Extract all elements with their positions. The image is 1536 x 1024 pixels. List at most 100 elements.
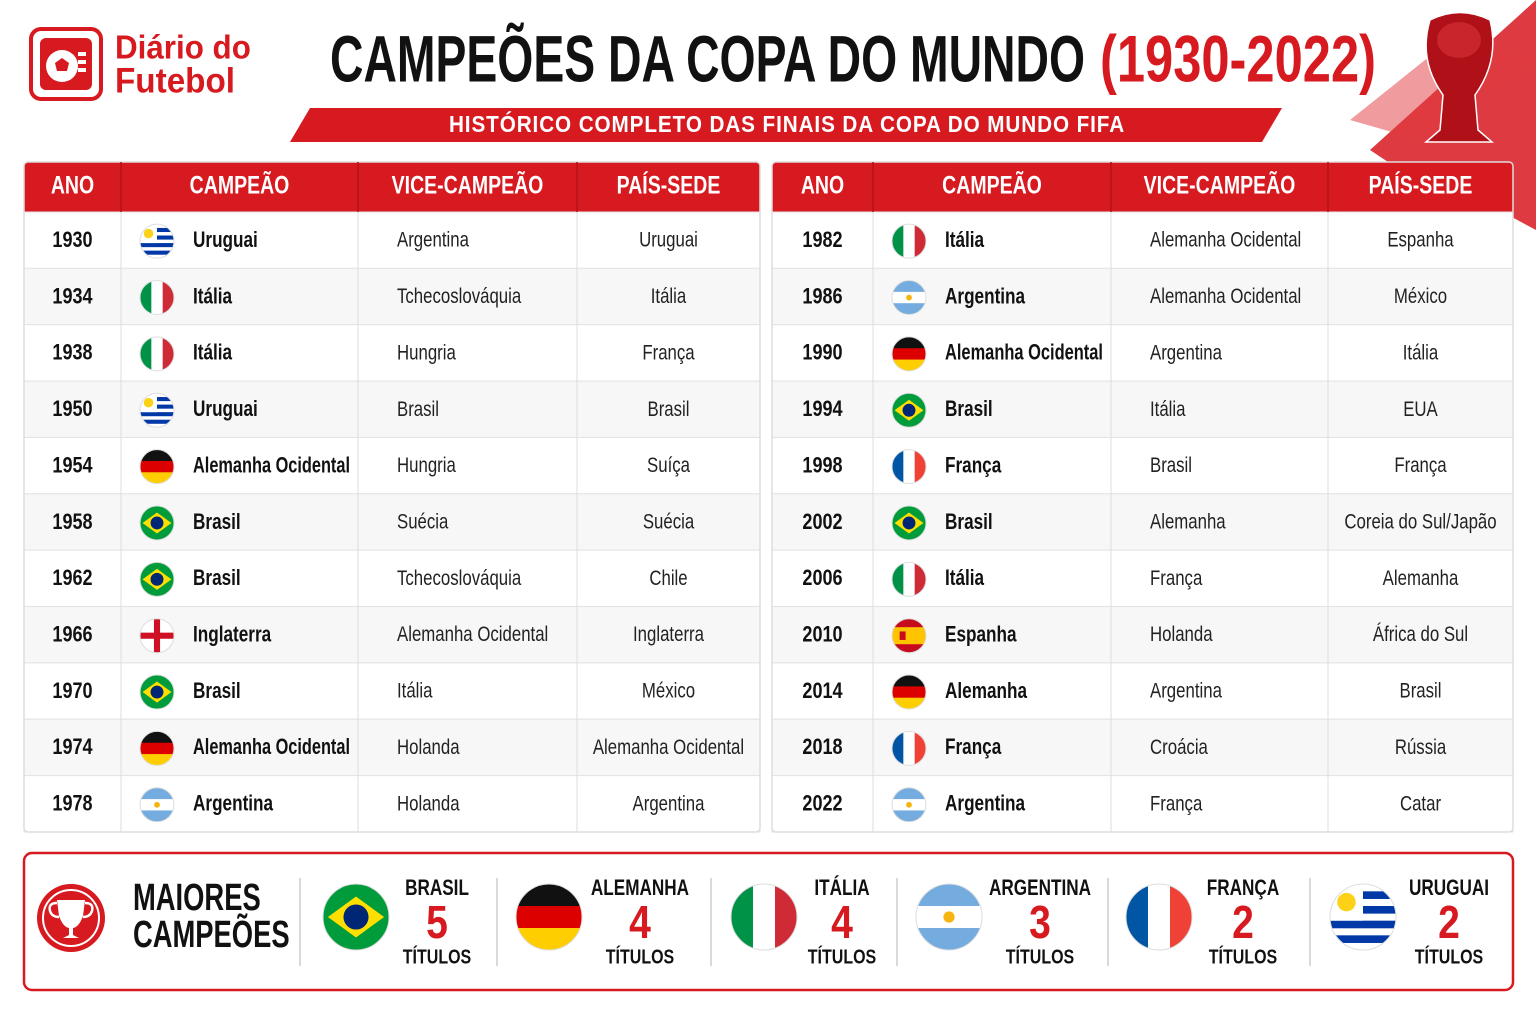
table-border — [771, 161, 1514, 833]
flag-part — [140, 336, 152, 371]
flag-part — [140, 412, 174, 417]
titles-unit: TÍTULOS — [1209, 945, 1277, 968]
title-count: 4 — [629, 896, 651, 948]
country-name: FRANÇA — [1207, 875, 1280, 900]
trophy-icon — [37, 884, 105, 952]
champion: Uruguai — [193, 227, 258, 252]
flag-border — [891, 505, 927, 541]
flag-part — [150, 572, 164, 586]
year: 1950 — [52, 396, 92, 421]
column-header: VICE-CAMPEÃO — [1144, 170, 1296, 200]
title-count: 4 — [831, 896, 853, 948]
flag-part — [140, 250, 174, 255]
flag-part — [902, 403, 916, 417]
year: 2022 — [802, 791, 842, 816]
host: Itália — [651, 285, 687, 308]
flag-icon — [140, 449, 174, 484]
title-count: 5 — [426, 896, 448, 948]
flag-part — [892, 686, 926, 699]
table-row-bg — [23, 267, 761, 326]
titles-unit: TÍTULOS — [403, 945, 471, 968]
flag-part — [914, 562, 926, 597]
champion: Itália — [945, 565, 985, 590]
flag-border — [139, 730, 175, 766]
flag-icon — [892, 505, 926, 540]
flag-part — [140, 449, 174, 462]
flag-icon — [916, 884, 982, 950]
host: França — [642, 341, 695, 364]
host: Rússia — [1395, 736, 1447, 759]
flag-part — [516, 884, 582, 907]
champion: França — [945, 452, 1002, 477]
country-name: ITÁLIA — [814, 875, 869, 900]
flag-part — [151, 336, 164, 371]
flag-part — [892, 280, 926, 293]
flag-part — [143, 228, 154, 239]
table-border — [23, 161, 761, 833]
flag-border — [139, 392, 175, 428]
summary-title: MAIORES — [133, 877, 261, 919]
flag-icon — [892, 224, 926, 259]
year: 1934 — [52, 283, 93, 308]
flag-part — [162, 336, 174, 371]
host: Uruguai — [639, 229, 698, 252]
flag-part — [140, 419, 174, 424]
column-header: VICE-CAMPEÃO — [392, 170, 544, 200]
logo-text: Diário do — [115, 29, 251, 66]
flag-part — [140, 731, 174, 744]
flag-part — [916, 884, 982, 907]
host: Inglaterra — [633, 623, 704, 646]
champion: Brasil — [193, 678, 241, 703]
flag-part — [892, 627, 926, 645]
title-count: 3 — [1029, 896, 1051, 948]
flag-icon — [516, 884, 582, 950]
subtitle-bar — [290, 108, 1282, 142]
runner-up: Hungria — [397, 341, 456, 364]
flag-part — [903, 731, 916, 766]
country-name: ARGENTINA — [989, 875, 1091, 900]
host: Catar — [1400, 792, 1441, 815]
flag-part — [899, 631, 906, 640]
flag-part — [143, 397, 154, 408]
flag-border — [515, 883, 583, 951]
champion: França — [945, 734, 1002, 759]
flag-part — [914, 449, 926, 484]
flag-icon — [731, 884, 797, 950]
runner-up: Hungria — [397, 454, 456, 477]
year: 1994 — [802, 396, 843, 421]
host: Alemanha — [1383, 567, 1459, 590]
flag-border — [322, 883, 390, 951]
flag-border — [891, 449, 927, 485]
flag-icon — [140, 731, 174, 766]
flag-border — [139, 561, 175, 597]
year: 1998 — [802, 452, 842, 477]
champion: Argentina — [945, 791, 1026, 816]
host: México — [1394, 285, 1447, 308]
flag-icon — [1330, 884, 1396, 950]
logo — [29, 27, 103, 101]
title-count: 2 — [1232, 896, 1254, 948]
flag-border — [891, 787, 927, 823]
column-header: PAÍS-SEDE — [617, 171, 721, 200]
flag-border — [891, 561, 927, 597]
runner-up: Alemanha Ocidental — [397, 623, 548, 646]
flag-border — [915, 883, 983, 951]
champion: Itália — [193, 340, 233, 365]
flag-border — [139, 449, 175, 485]
flag-part — [775, 884, 797, 950]
runner-up: Tchecoslováquia — [397, 567, 521, 590]
flag-border — [891, 336, 927, 372]
flag-icon — [892, 449, 926, 484]
flag-border — [891, 280, 927, 316]
column-header: ANO — [801, 172, 844, 200]
host: Suíça — [647, 454, 690, 477]
flag-part — [914, 224, 926, 259]
flag-part — [343, 904, 369, 930]
flag-part — [892, 731, 904, 766]
summary-title: CAMPEÕES — [133, 912, 290, 956]
runner-up: França — [1150, 567, 1203, 590]
country-name: URUGUAI — [1409, 875, 1489, 900]
host: Coreia do Sul/Japão — [1344, 511, 1496, 534]
flag-border — [730, 883, 798, 951]
flag-part — [943, 911, 955, 923]
